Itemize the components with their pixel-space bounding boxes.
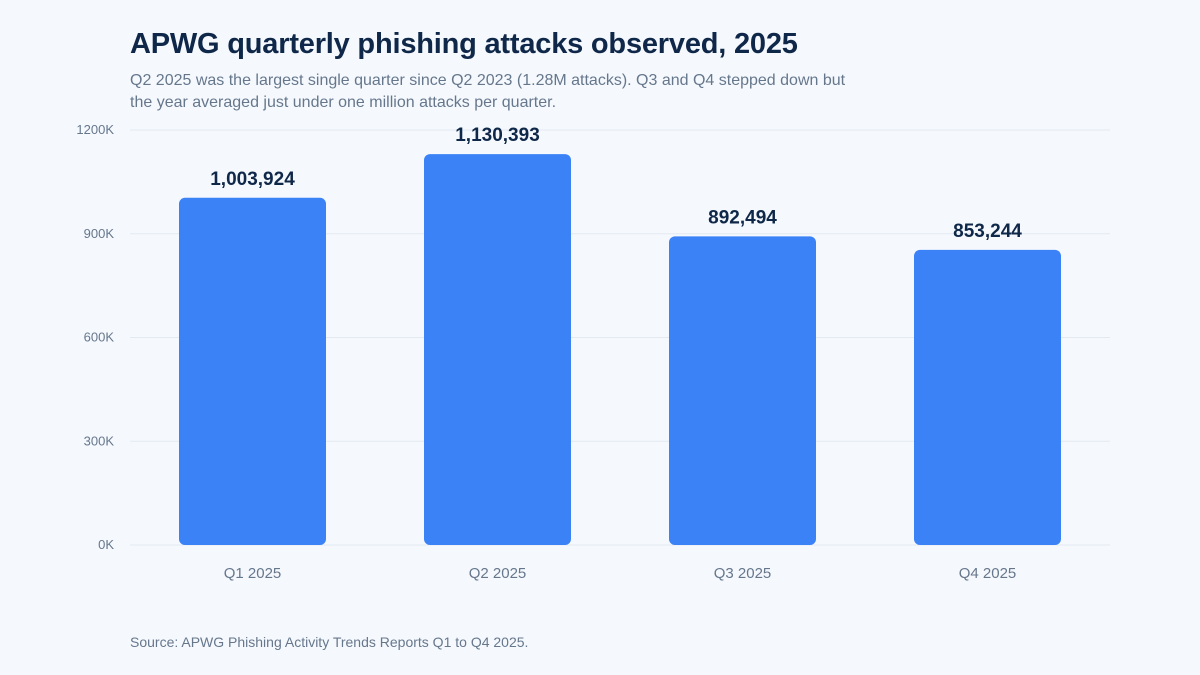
y-tick-label: 600K [84, 330, 115, 345]
y-tick-label: 1200K [76, 122, 114, 137]
y-axis-ticks: 0K 300K 600K 900K 1200K [76, 122, 114, 552]
value-label: 892,494 [708, 207, 777, 228]
y-tick-label: 300K [84, 433, 115, 448]
chart-subtitle: Q2 2025 was the largest single quarter s… [130, 72, 846, 111]
value-label: 853,244 [953, 221, 1022, 242]
bar-q2-2025 [424, 154, 571, 545]
bar-q3-2025 [669, 236, 816, 545]
value-label: 1,003,924 [210, 169, 295, 190]
bars [179, 154, 1061, 545]
x-axis-ticks: Q1 2025 Q2 2025 Q3 2025 Q4 2025 [224, 565, 1017, 582]
value-labels: 1,003,924 1,130,393 892,494 853,244 [210, 125, 1022, 242]
x-tick-label: Q1 2025 [224, 565, 282, 582]
x-tick-label: Q4 2025 [959, 565, 1017, 582]
x-tick-label: Q3 2025 [714, 565, 772, 582]
source-note: Source: APWG Phishing Activity Trends Re… [130, 634, 529, 650]
bar-q4-2025 [914, 249, 1061, 545]
value-label: 1,130,393 [455, 125, 540, 146]
y-tick-label: 0K [98, 537, 114, 552]
chart-title: APWG quarterly phishing attacks observed… [130, 28, 798, 60]
y-tick-label: 900K [84, 226, 115, 241]
x-tick-label: Q2 2025 [469, 565, 527, 582]
bar-q1-2025 [179, 197, 326, 545]
